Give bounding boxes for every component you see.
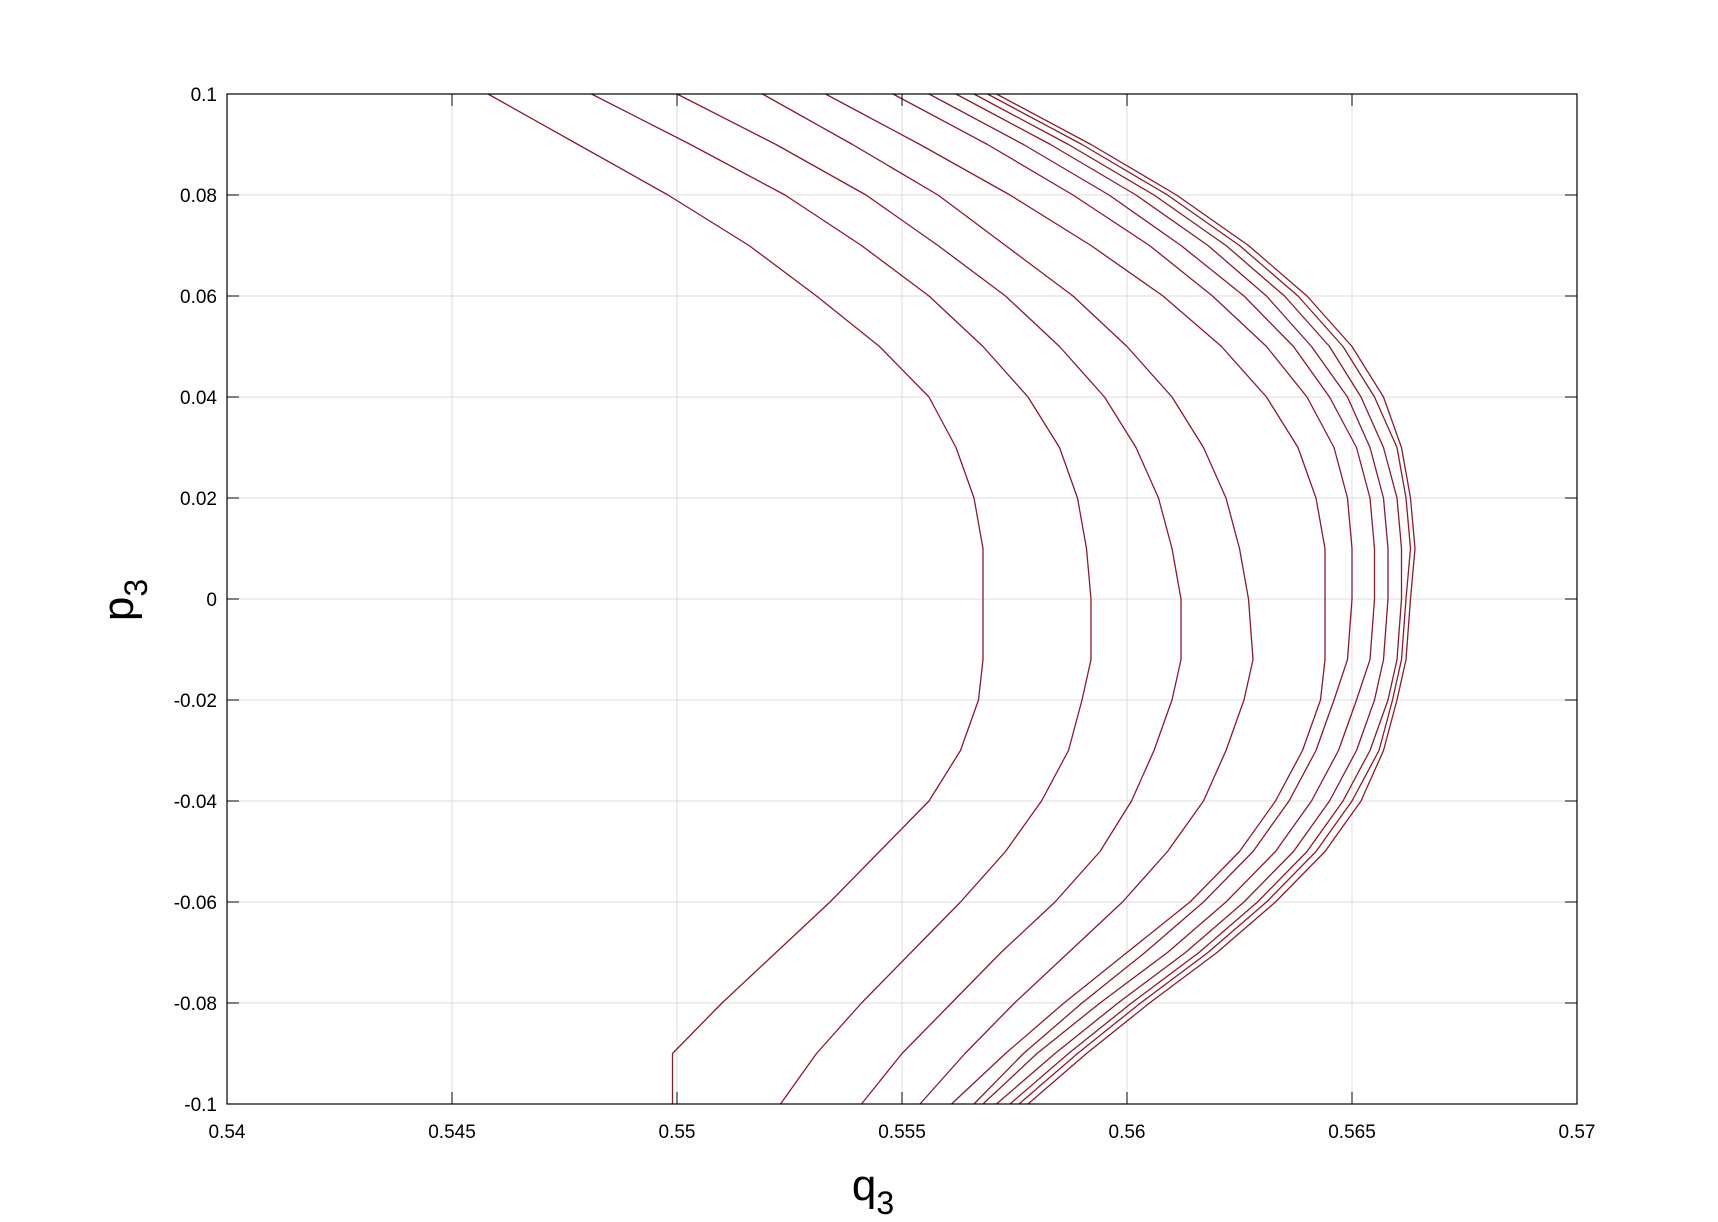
- x-tick-label: 0.57: [1559, 1122, 1596, 1143]
- x-tick-label: 0.55: [659, 1122, 696, 1143]
- ticks: [226, 93, 1578, 1105]
- series-line-9: [973, 93, 1403, 1105]
- curves: [487, 93, 1416, 1105]
- x-tick-label: 0.54: [209, 1122, 246, 1143]
- series-line-2: [591, 93, 1092, 1105]
- y-tick-label: 0.04: [180, 388, 217, 409]
- y-tick-label: 0.08: [180, 186, 217, 207]
- y-tick-label: 0: [206, 590, 217, 611]
- y-tick-label: -0.04: [174, 792, 218, 813]
- series-line-11: [996, 93, 1416, 1105]
- y-tick-label: -0.06: [174, 893, 217, 914]
- x-tick-label: 0.56: [1109, 1122, 1146, 1143]
- y-tick-label: -0.08: [174, 994, 217, 1015]
- y-tick-label: -0.02: [174, 691, 217, 712]
- series-line-3: [676, 93, 1182, 1105]
- y-tick-label: 0.06: [180, 287, 217, 308]
- y-tick-label: 0.02: [180, 489, 217, 510]
- y-tick-labels: 0.1 0.08 0.06 0.04 0.02 0 -0.02 -0.04 -0.06 -0.08…: [174, 85, 218, 1116]
- series-line-10: [987, 93, 1412, 1105]
- series-line-5: [825, 93, 1326, 1105]
- y-axis-label: p3: [94, 579, 154, 621]
- y-tick-label: -0.1: [184, 1095, 217, 1116]
- x-tick-label: 0.565: [1328, 1122, 1376, 1143]
- series-line-1: [487, 93, 984, 1104]
- x-tick-labels: 0.54 0.545 0.55 0.555 0.56 0.565 0.57: [209, 1122, 1596, 1143]
- x-tick-label: 0.545: [428, 1122, 476, 1143]
- series-line-4: [762, 93, 1254, 1105]
- x-tick-label: 0.555: [878, 1122, 926, 1143]
- x-axis-label: q3: [852, 1161, 894, 1221]
- series-line-7: [928, 93, 1376, 1105]
- y-tick-label: 0.1: [191, 85, 217, 106]
- series-line-6: [892, 93, 1353, 1105]
- series-line-8: [955, 93, 1389, 1105]
